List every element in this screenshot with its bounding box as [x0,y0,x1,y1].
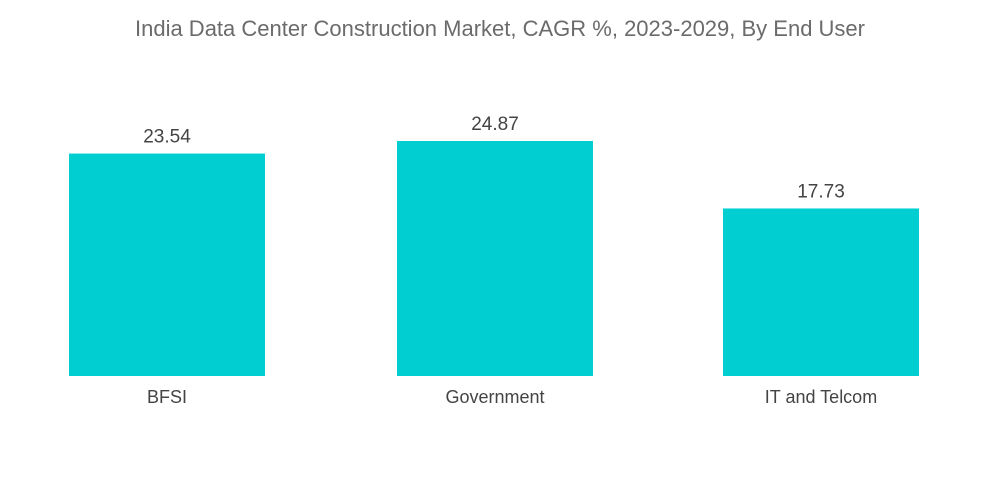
bar-bfsi [69,153,265,376]
chart-title: India Data Center Construction Market, C… [134,16,865,41]
category-label: Government [445,387,544,407]
category-label: IT and Telcom [765,387,877,407]
bar-government [397,141,593,376]
data-label: 24.87 [471,114,519,135]
category-label: BFSI [147,387,187,407]
bar-it-and-telcom [723,208,919,376]
data-label: 23.54 [143,127,191,148]
data-label: 17.73 [797,181,845,202]
